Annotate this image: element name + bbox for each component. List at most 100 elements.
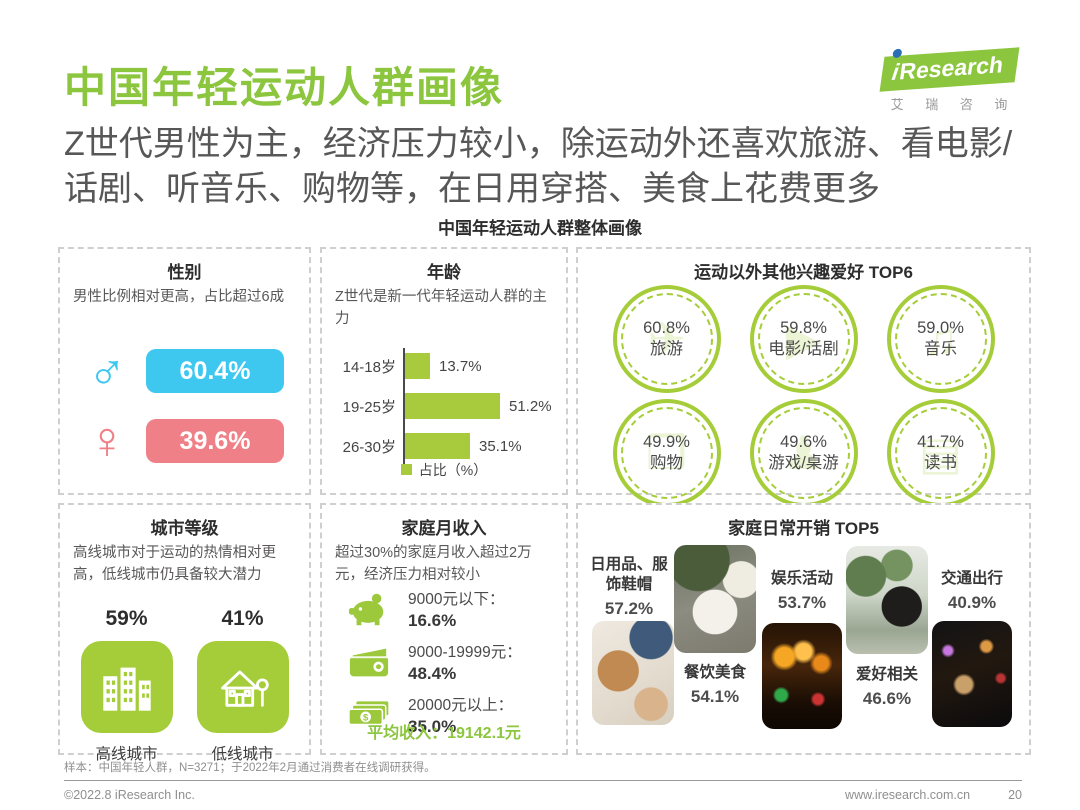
age-tick-label: 19-25岁	[342, 398, 396, 416]
income-value: 48.4%	[408, 664, 457, 683]
age-tick-label: 26-30岁	[342, 438, 396, 456]
expense-label: 爱好相关	[855, 666, 918, 683]
interest-label: 音乐	[923, 340, 957, 358]
age-chart-legend: 占比（%）	[322, 460, 566, 480]
gender-panel-desc: 男性比例相对更高，占比超过6成	[73, 289, 285, 305]
city-label: 高线城市	[95, 746, 158, 763]
legend-label: 占比（%）	[418, 462, 488, 478]
footer-divider	[64, 780, 1022, 781]
expense-item-hobby: 爱好相关 46.6%	[848, 665, 926, 710]
svg-text:$: $	[363, 712, 369, 723]
age-bar-value: 51.2%	[509, 397, 552, 415]
interest-circle-shopping: ❒ 49.9% 购物	[612, 399, 721, 507]
interest-value: 59.8%	[780, 318, 827, 337]
income-panel-desc: 超过30%的家庭月收入超过2万元，经济压力相对较小	[335, 545, 532, 583]
expense-label: 娱乐活动	[770, 570, 833, 587]
female-icon: ♀	[87, 412, 127, 470]
interest-text: 41.7% 读书	[917, 432, 964, 475]
copyright-text: ©2022.8 iResearch Inc.	[64, 788, 195, 802]
gender-male-row: ♂ 60.4%	[84, 345, 284, 397]
page-number: 20	[1008, 788, 1022, 802]
page-title: 中国年轻运动人群画像	[64, 64, 505, 111]
photo-noodle-bowls	[674, 545, 756, 653]
expense-item-food: 餐饮美食 54.1%	[672, 663, 758, 708]
income-label: 20000元以上：	[408, 697, 514, 714]
interests-circle-grid: ✈ 60.8% 旅游 ▶ 59.8% 电影/话剧 ♫ 59.0% 音乐 ❒ 49…	[598, 285, 1009, 507]
age-bar-value: 13.7%	[439, 357, 482, 375]
city-panel-desc: 高线城市对于运动的热情相对更高，低线城市仍具备较大潜力	[73, 545, 276, 583]
city-value: 41%	[221, 607, 264, 630]
income-row-mid: 9000-19999元： 48.4%	[346, 640, 558, 684]
interest-value: 41.7%	[917, 432, 964, 451]
expense-value: 46.6%	[862, 689, 912, 709]
interest-text: 60.8% 旅游	[643, 318, 690, 361]
age-bar-row: 14-18岁 13.7%	[330, 353, 562, 379]
city-label: 低线城市	[211, 746, 274, 763]
interest-label: 电影/话剧	[768, 340, 839, 358]
interest-text: 49.6% 游戏/桌游	[768, 432, 839, 475]
page-subtitle: Z世代男性为主，经济压力较小，除运动外还喜欢旅游、看电影/话剧、听音乐、购物等，…	[64, 125, 1013, 208]
age-bar-26-30	[405, 433, 470, 459]
piggy-bank-icon	[346, 592, 392, 626]
logo-chinese-name: 艾 瑞 咨 询	[890, 97, 1017, 112]
logo-dot-icon	[891, 48, 902, 59]
expenses-panel-title: 家庭日常开销 TOP5	[728, 519, 879, 538]
panel-age: 年龄 Z世代是新一代年轻运动人群的主力 14-18岁 13.7% 19-25岁 …	[320, 247, 568, 495]
city-col-low-tier: 41% 低线城市	[196, 607, 289, 764]
house-tree-icon	[196, 641, 289, 733]
male-value-pill: 60.4%	[146, 349, 284, 393]
banknotes-icon: $	[346, 699, 392, 731]
interest-text: 49.9% 购物	[643, 432, 690, 475]
travel-icon: ✈	[647, 313, 686, 365]
interest-circle-games: ♟ 49.6% 游戏/桌游	[749, 399, 858, 507]
photo-man-with-plants	[846, 546, 928, 654]
interest-text: 59.0% 音乐	[917, 318, 964, 361]
interest-label: 读书	[923, 454, 957, 472]
income-panel-title: 家庭月收入	[401, 519, 487, 538]
age-bar-value: 35.1%	[479, 437, 522, 455]
age-bar-row: 19-25岁 51.2%	[330, 393, 562, 419]
age-bar-chart: 14-18岁 13.7% 19-25岁 51.2% 26-30岁 35.1%	[330, 348, 562, 473]
music-icon: ♫	[923, 313, 958, 365]
male-icon: ♂	[87, 342, 127, 400]
income-label: 9000元以下：	[408, 591, 505, 608]
expense-label: 餐饮美食	[683, 664, 746, 681]
expense-value: 53.7%	[777, 593, 827, 613]
income-row-low: 9000元以下： 16.6%	[346, 587, 558, 631]
interest-circle-travel: ✈ 60.8% 旅游	[612, 285, 721, 393]
panel-expenses-top5: 家庭日常开销 TOP5 日用品、服饰鞋帽 57.2% 餐饮美食 54.1% 娱乐…	[576, 503, 1031, 755]
gender-panel-title: 性别	[167, 263, 202, 282]
income-label: 9000-19999元：	[408, 644, 522, 661]
interest-text: 59.8% 电影/话剧	[768, 318, 839, 361]
income-rows: 9000元以下： 16.6% 9000-19999元： 48.4%	[346, 587, 558, 737]
income-average: 平均收入：19142.1元	[367, 725, 521, 742]
panel-income: 家庭月收入 超过30%的家庭月收入超过2万元，经济压力相对较小 9000元以下：…	[320, 503, 568, 755]
expense-label: 日用品、服饰鞋帽	[590, 556, 668, 594]
shopping-icon: ❒	[645, 427, 688, 479]
panel-city-tier: 城市等级 高线城市对于运动的热情相对更高，低线城市仍具备较大潜力 59%	[58, 503, 311, 763]
age-bar-rows: 14-18岁 13.7% 19-25岁 51.2% 26-30岁 35.1%	[330, 348, 562, 464]
photo-concert-crowd	[762, 623, 842, 729]
expense-item-daily-goods: 日用品、服饰鞋帽 57.2%	[586, 555, 672, 620]
expense-value: 40.9%	[947, 593, 997, 613]
age-panel-title: 年龄	[427, 263, 461, 282]
expense-value: 57.2%	[604, 599, 654, 619]
iresearch-logo-mark: iResearch	[879, 47, 1019, 92]
interest-value: 59.0%	[917, 318, 964, 337]
age-bar-19-25	[405, 393, 500, 419]
interest-label: 游戏/桌游	[768, 454, 839, 472]
sample-footnote: 样本：中国年轻人群，N=3271；于2022年2月通过消费者在线调研获得。	[64, 762, 436, 774]
expense-value: 54.1%	[690, 687, 740, 707]
expense-item-entertainment: 娱乐活动 53.7%	[762, 569, 842, 614]
website-url: www.iresearch.com.cn	[845, 788, 971, 802]
wallet-icon	[346, 645, 392, 679]
gender-female-row: ♀ 39.6%	[84, 415, 284, 467]
income-text: 9000元以下： 16.6%	[408, 587, 504, 631]
expense-label: 交通出行	[940, 570, 1003, 587]
income-value: 35.0%	[408, 717, 457, 736]
panel-gender: 性别 男性比例相对更高，占比超过6成 ♂ 60.4% ♀ 39.6%	[58, 247, 311, 495]
movie-icon: ▶	[785, 313, 822, 365]
logo-brand-text: Research	[897, 51, 1005, 85]
expense-item-transport: 交通出行 40.9%	[932, 569, 1012, 614]
interests-panel-title: 运动以外其他兴趣爱好 TOP6	[694, 263, 913, 282]
